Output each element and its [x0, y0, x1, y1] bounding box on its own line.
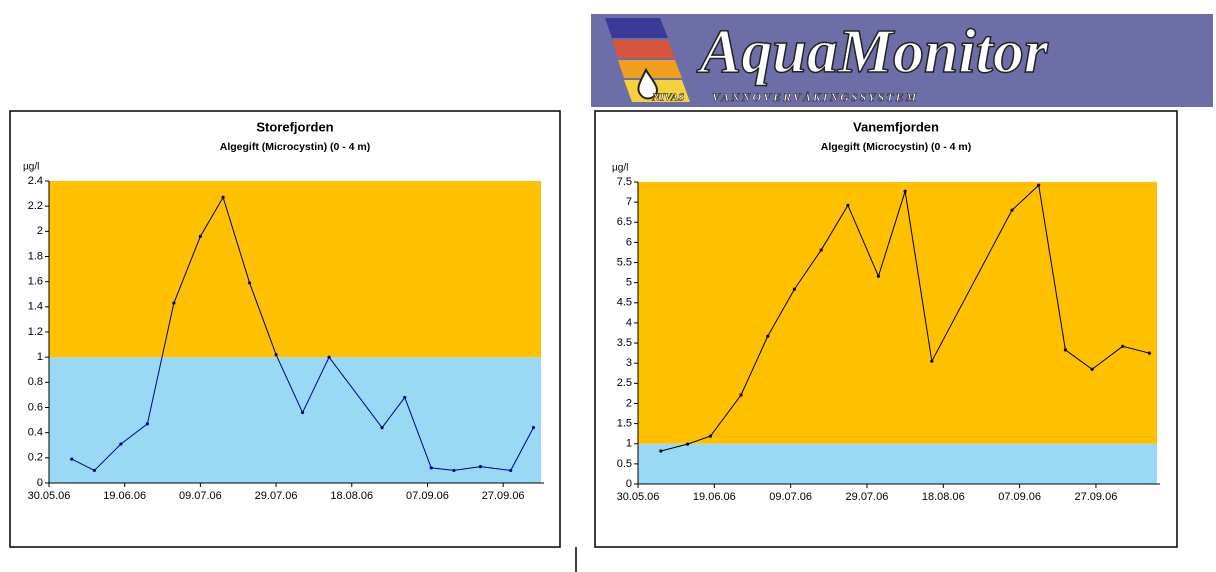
data-point [531, 426, 536, 430]
data-line [71, 196, 534, 472]
data-point [686, 442, 690, 446]
y-tick-label: 4.5 [617, 297, 632, 309]
y-tick-label: 0.4 [28, 427, 43, 439]
data-point [846, 203, 850, 207]
x-tick-label: 19.06.06 [693, 491, 736, 503]
y-tick-label: 2 [626, 397, 632, 409]
data-point [380, 426, 384, 430]
y-tick-label: 1.4 [28, 301, 43, 313]
band [49, 357, 541, 483]
logo-stripe [605, 18, 668, 38]
chart-title: Storefjorden [256, 119, 333, 134]
x-tick-label: 27.09.06 [482, 490, 525, 502]
data-point [221, 195, 225, 199]
data-point [659, 449, 663, 453]
data-point [509, 468, 513, 473]
data-point [452, 468, 456, 473]
band [638, 182, 1157, 444]
chart-title: Vanemfjorden [853, 119, 939, 134]
y-tick-label: 0 [37, 477, 43, 489]
y-tick-label: 2.4 [28, 175, 43, 187]
y-tick-label: 4 [626, 317, 632, 329]
data-point [739, 393, 743, 397]
data-point [1010, 208, 1014, 212]
y-tick-label: 1.6 [28, 276, 43, 288]
data-point [819, 248, 823, 252]
data-point [1063, 348, 1068, 352]
y-tick-label: 6 [626, 236, 632, 248]
data-point [92, 468, 97, 473]
x-tick-label: 29.07.06 [255, 490, 298, 502]
x-tick-label: 30.05.06 [617, 491, 660, 503]
data-point [198, 234, 202, 238]
logo-stripe [618, 60, 682, 78]
y-tick-label: 0.6 [28, 401, 43, 413]
y-tick-label: 5.5 [617, 256, 632, 268]
data-point [708, 434, 713, 438]
logo-title: AquaMonitor [696, 18, 1049, 86]
logo: AquaMonitor NIVAS VANNOVERVÅKINGSSYSTEM [591, 14, 1213, 107]
y-tick-label: 1.5 [617, 418, 632, 430]
x-tick-label: 18.08.06 [922, 491, 965, 503]
band [638, 443, 1157, 484]
data-point [247, 281, 252, 285]
band [49, 181, 541, 358]
y-tick-label: 0.2 [28, 452, 43, 464]
y-tick-label: 3 [626, 357, 632, 369]
chart-subtitle: Algegift (Microcystin) (0 - 4 m) [821, 141, 972, 153]
data-point [403, 395, 407, 400]
logo-right: VANNOVERVÅKINGSSYSTEM [712, 90, 918, 104]
x-tick-label: 18.08.06 [330, 490, 373, 502]
y-tick-label: 1 [626, 438, 632, 450]
y-tick-label: 2.2 [28, 200, 43, 212]
y-tick-label: 2.5 [617, 377, 632, 389]
y-tick-label: 5 [626, 277, 632, 289]
y-tick-label: 0.8 [28, 376, 43, 388]
data-point [478, 465, 483, 469]
x-tick-label: 27.09.06 [1075, 491, 1118, 503]
data-point [792, 287, 797, 291]
data-point [70, 457, 74, 461]
data-point [119, 442, 123, 446]
y-tick-label: 1 [37, 351, 43, 363]
data-point [172, 301, 176, 305]
x-tick-label: 19.06.06 [103, 490, 146, 502]
data-point [903, 189, 907, 193]
data-point [930, 359, 934, 363]
y-tick-label: 6.5 [617, 216, 632, 228]
data-point [1037, 183, 1041, 187]
logo-stripe [612, 40, 675, 58]
data-point [1121, 344, 1125, 348]
chart-subtitle: Algegift (Microcystin) (0 - 4 m) [220, 141, 371, 153]
y-tick-label: 0.5 [617, 458, 632, 470]
y-axis-label: µg/l [23, 162, 39, 173]
y-tick-label: 1.8 [28, 250, 43, 262]
y-tick-label: 0 [626, 478, 632, 490]
data-point [766, 334, 770, 338]
data-point [274, 353, 278, 357]
data-point [429, 466, 433, 470]
y-tick-label: 2 [37, 225, 43, 237]
x-tick-label: 07.09.06 [406, 490, 449, 502]
x-tick-label: 30.05.06 [28, 490, 71, 502]
logo-background [591, 14, 1213, 107]
data-point [1090, 367, 1094, 371]
y-axis-label: µg/l [612, 163, 628, 174]
y-tick-label: 7 [626, 196, 632, 208]
data-point [876, 274, 881, 278]
x-tick-label: 29.07.06 [846, 491, 889, 503]
y-tick-label: 3.5 [617, 337, 632, 349]
data-point [327, 355, 331, 359]
x-tick-label: 09.07.06 [769, 491, 812, 503]
logo-drop [637, 67, 658, 100]
logo-left: NIVAS [651, 92, 684, 104]
data-point [145, 422, 149, 426]
data-point [1147, 351, 1151, 355]
x-tick-label: 07.09.06 [998, 491, 1041, 503]
y-tick-label: 1.2 [28, 326, 43, 338]
x-tick-label: 09.07.06 [179, 490, 222, 502]
y-tick-label: 7.5 [617, 176, 632, 188]
data-point [300, 410, 305, 415]
